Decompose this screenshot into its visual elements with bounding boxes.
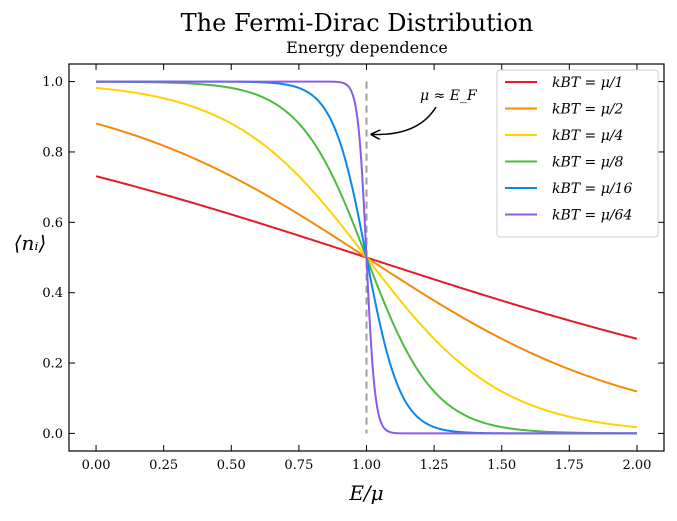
x-tick-label: 1.50 (487, 458, 516, 473)
y-tick-label: 0.6 (42, 216, 63, 231)
legend-box (496, 69, 659, 238)
y-tick-label: 0.8 (42, 145, 63, 160)
x-tick-label: 1.00 (352, 458, 381, 473)
y-tick-label: 0.2 (42, 357, 63, 372)
x-tick-label: 0.75 (284, 458, 313, 473)
plot-area: 0.00 0.25 0.50 0.75 1.00 1.25 1.50 1.75 2.00 0.0 0… (14, 63, 665, 505)
y-tick-label: 0.0 (42, 427, 63, 442)
y-axis-label: ⟨nᵢ⟩ (14, 231, 47, 255)
x-axis-label: E/μ (348, 481, 383, 505)
y-tick-label: 0.4 (42, 286, 63, 301)
legend-label-3: kBT = μ/4 (552, 128, 623, 144)
legend-label-6: kBT = μ/64 (552, 208, 632, 224)
x-tick-label: 0.00 (82, 458, 111, 473)
legend-label-1: kBT = μ/1 (552, 75, 623, 91)
annotation-arrow (372, 106, 437, 134)
x-tick-label: 1.75 (555, 458, 584, 473)
annotation-text: μ ≈ E_F (420, 88, 478, 104)
legend: kBT = μ/1 kBT = μ/2 kBT = μ/4 kBT = μ/8 kBT … (496, 69, 659, 238)
series-line-6 (96, 80, 637, 435)
chart-title: The Fermi-Dirac Distribution (181, 9, 534, 37)
x-tick-label: 0.25 (149, 458, 178, 473)
legend-label-2: kBT = μ/2 (552, 102, 624, 118)
legend-label-5: kBT = μ/16 (552, 181, 632, 197)
x-tick-label: 0.50 (217, 458, 246, 473)
chart-subtitle: Energy dependence (286, 38, 448, 57)
x-tick-label: 1.25 (420, 458, 449, 473)
legend-label-4: kBT = μ/8 (552, 155, 624, 171)
x-tick-label: 2.00 (622, 458, 651, 473)
y-tick-label: 1.0 (42, 75, 63, 90)
